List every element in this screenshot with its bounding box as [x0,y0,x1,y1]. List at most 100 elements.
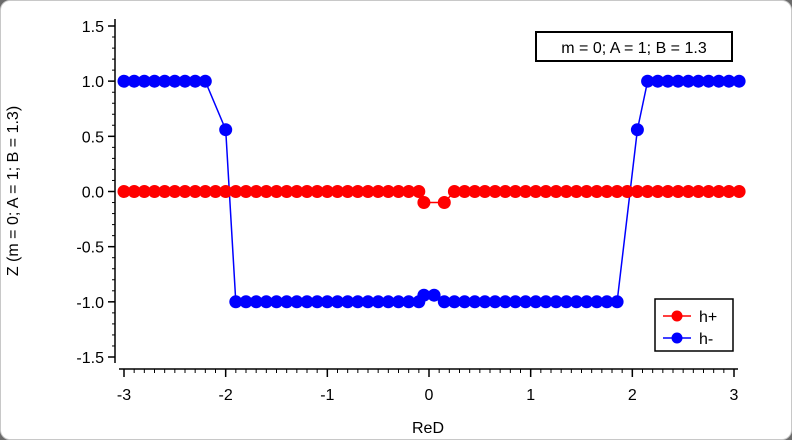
data-point-h-plus [468,185,482,198]
x-tick-label: -3 [117,387,131,404]
data-point-h-plus [620,185,634,198]
data-point-h-minus [569,295,583,309]
y-axis: 1.5 1.0 0.5 0.0 -0.5 -1.0 -1.5 [76,19,116,367]
data-point-h-minus [630,123,644,137]
data-point-h-plus [539,185,553,198]
x-axis: -3 -2 -1 0 1 2 3 [117,368,739,404]
data-point-h-plus [569,185,583,198]
data-point-h-minus [437,295,451,309]
y-tick-label: -1.0 [76,295,104,312]
data-point-h-plus [437,196,451,209]
data-point-h-plus [381,185,395,198]
data-point-h-plus [137,185,151,198]
data-point-h-plus [320,185,334,198]
data-point-h-minus [198,74,212,88]
data-point-h-plus [671,185,685,198]
x-tick-label: -2 [219,387,233,404]
data-point-h-plus [351,185,365,198]
data-point-h-minus [341,295,355,309]
data-point-h-plus [158,185,172,198]
y-tick-label: -0.5 [76,240,104,257]
data-point-h-minus [219,123,233,137]
data-point-h-plus [392,185,405,198]
data-point-h-minus [158,74,172,88]
data-point-h-plus [188,185,202,198]
x-tick-label: 1 [526,387,535,404]
data-point-h-minus [229,295,243,309]
data-point-h-plus [280,185,294,198]
data-point-h-plus [610,185,624,198]
data-point-h-plus [722,185,736,198]
data-point-h-minus [239,295,253,309]
data-point-h-minus [671,74,685,88]
data-point-h-plus [447,185,461,198]
data-point-h-plus [341,185,355,198]
data-point-h-plus [508,185,522,198]
data-point-h-minus [590,295,604,309]
data-point-h-minus [178,74,192,88]
data-point-h-plus [488,185,502,198]
data-point-h-plus [712,185,726,198]
data-point-h-minus [468,295,482,309]
data-point-h-minus [351,295,365,309]
data-point-h-minus [691,74,705,88]
series-points [117,74,746,309]
data-point-h-plus [209,185,222,198]
data-point-h-minus [137,74,151,88]
data-point-h-minus [371,295,385,309]
data-point-h-plus [691,185,705,198]
data-point-h-plus [580,185,594,198]
legend: h+ h- [654,298,734,352]
data-point-h-plus [310,185,324,198]
data-point-h-plus [239,185,253,198]
data-point-h-plus [681,185,695,198]
data-point-h-plus [127,185,141,198]
data-point-h-plus [178,185,192,198]
data-point-h-minus [392,295,405,309]
data-point-h-minus [249,295,263,309]
y-axis-title: Z (m = 0; A = 1; B = 1.3) [5,106,22,276]
y-tick-label: 1.0 [82,74,104,91]
data-point-h-minus [310,295,324,309]
data-point-h-minus [580,295,594,309]
legend-entry-h-minus: h- [663,331,713,348]
y-tick-label: -1.5 [76,350,104,367]
data-point-h-minus [188,74,202,88]
data-point-h-minus [732,74,746,88]
data-point-h-minus [361,295,375,309]
data-point-h-plus [371,185,385,198]
data-point-h-plus [259,185,273,198]
data-point-h-minus [488,295,502,309]
data-point-h-minus [458,295,472,309]
data-point-h-minus [127,74,141,88]
data-point-h-plus [702,185,716,198]
data-point-h-minus [722,74,736,88]
y-tick-label: 0.5 [82,129,104,146]
annotation-box: m = 0; A = 1; B = 1.3 [535,31,733,62]
data-point-h-plus [249,185,263,198]
data-point-h-plus [229,185,243,198]
data-point-h-minus [559,295,573,309]
x-tick-label: 2 [628,387,637,404]
data-point-h-minus [600,295,614,309]
data-point-h-minus [712,74,726,88]
data-point-h-minus [331,295,344,309]
x-tick-label: 0 [425,387,434,404]
y-tick-label: 1.5 [82,19,104,36]
data-point-h-plus [458,185,472,198]
data-point-h-plus [168,185,182,198]
data-point-h-minus [280,295,294,309]
data-point-h-minus [641,74,655,88]
data-point-h-minus [661,74,675,88]
data-point-h-minus [300,295,314,309]
data-point-h-minus [270,295,283,309]
data-point-h-plus [361,185,375,198]
y-tick-label: 0.0 [82,185,104,202]
data-point-h-plus [651,185,665,198]
data-point-h-plus [630,185,644,198]
data-point-h-plus [402,185,416,198]
data-point-h-minus [610,295,624,309]
data-point-h-plus [559,185,573,198]
data-point-h-minus [508,295,522,309]
legend-label-h-minus: h- [699,331,713,348]
